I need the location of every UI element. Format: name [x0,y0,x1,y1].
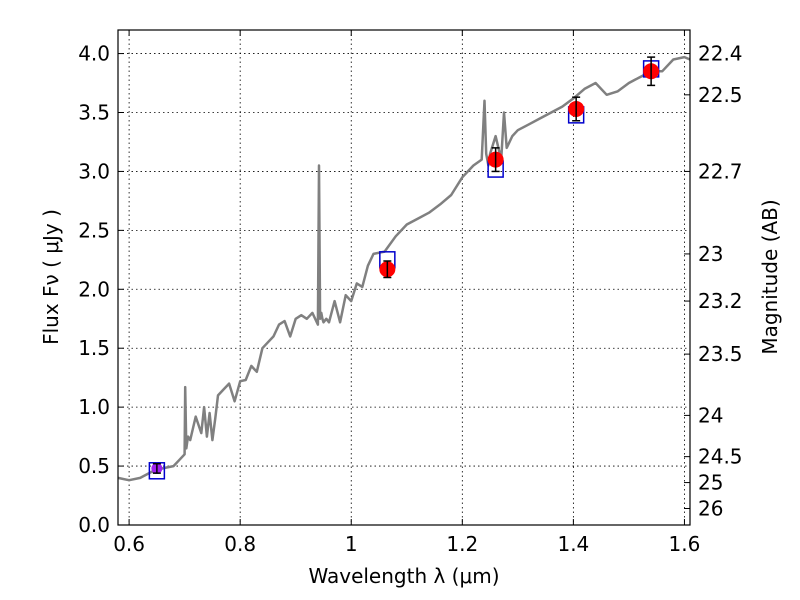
right-tick-label-0: 22.4 [698,42,743,66]
model-square-0 [148,462,166,480]
y-right-axis-title: Magnitude (AB) [758,199,782,354]
right-tick-label-8: 25 [698,471,723,495]
plot-frame [117,29,691,526]
right-tick-label-3: 23 [698,242,723,266]
y-tick-label-3: 1.5 [78,336,110,360]
ticks-layer: 0.6 0.8 1 1.2 1.4 1.6 0.0 0.5 1.0 1.5 2.0 2.5 3.0 3.5… [78,30,743,556]
right-tick-label-5: 23.5 [698,342,743,366]
x-tick-label-0: 0.6 [113,532,145,556]
markers-layer [148,56,660,480]
right-tick-label-2: 22.7 [698,159,743,183]
y-tick-label-0: 0.0 [78,513,110,537]
x-tick-label-1: 0.8 [224,532,256,556]
y-tick-label-6: 3.0 [78,159,110,183]
y-tick-label-7: 3.5 [78,101,110,125]
x-tick-label-4: 1.4 [557,532,589,556]
y-tick-label-4: 2.0 [78,277,110,301]
x-tick-label-3: 1.2 [446,532,478,556]
y-tick-label-1: 0.5 [78,454,110,478]
right-tick-label-6: 24 [698,403,723,427]
spectrum-line [117,55,691,482]
grid [118,30,690,525]
y-axis-title: Flux Fν ( μJy ) [39,209,63,345]
right-tick-label-7: 24.5 [698,445,743,469]
x-axis-title: Wavelength λ (μm) [308,564,499,588]
y-tick-label-5: 2.5 [78,218,110,242]
spectrum-layer [117,55,691,482]
x-tick-label-5: 1.6 [669,532,701,556]
right-tick-label-4: 23.2 [698,289,743,313]
right-tick-label-9: 26 [698,497,723,521]
x-tick-label-2: 1 [345,532,358,556]
y-tick-label-2: 1.0 [78,395,110,419]
right-tick-label-1: 22.5 [698,83,743,107]
y-tick-label-8: 4.0 [78,42,110,66]
